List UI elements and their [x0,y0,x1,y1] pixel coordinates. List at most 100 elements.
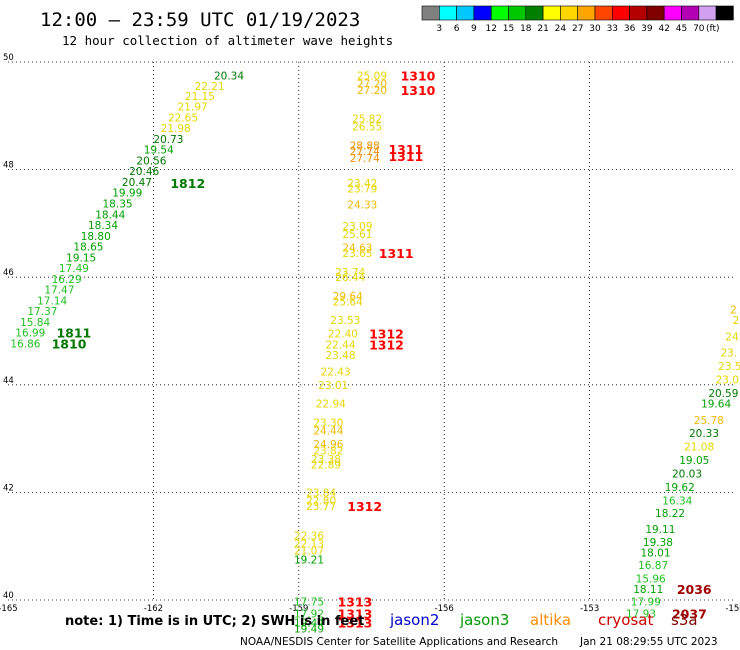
y-tick-label: 48 [3,161,14,171]
pass-number-label: 2036 [677,582,712,597]
colorbar-tick: 27 [572,24,583,34]
wave-height-value: 22.43 [321,366,351,378]
wave-height-value: 17.92 [294,608,324,620]
wave-height-value: 24.96 [313,439,343,451]
wave-height-value: 23.74 [335,267,365,279]
colorbar-tick: 21 [537,24,548,34]
y-tick-label: 50 [3,53,14,63]
colorbar-tick: 6 [454,24,460,34]
wave-height-value: 26.44 [335,272,365,284]
wave-height-value: 18.11 [633,584,663,596]
wave-height-value: 22.13 [294,539,324,551]
pass-number-label: 2037 [672,606,707,621]
timestamp-text: Jan 21 08:29:55 UTC 2023 [579,636,718,648]
plot-area: -165 -162 -159 -156 -153 -150 40 42 44 46 48 50 20… [0,53,740,636]
pass-number-label: 1311 [379,246,414,261]
y-tick-label: 44 [3,376,14,386]
pass-number-label: 1812 [170,176,205,191]
x-tick-label: -156 [435,604,454,614]
wave-height-value: 16.87 [638,560,668,572]
wave-height-value: 19.54 [144,145,174,157]
wave-height-value: 20.03 [672,469,702,481]
wave-height-value: 19.05 [679,455,709,467]
wave-height-value: 22.94 [316,399,346,411]
wave-height-value: 23.53 [330,315,360,327]
pass-number-label: 1811 [56,326,91,341]
wave-height-value: 22.44 [325,339,355,351]
colorbar-tick: 15 [503,24,514,34]
wave-height-value: 17.49 [59,263,89,275]
wave-height-value: 23.84 [306,487,336,499]
pass-number-label: 1312 [369,337,404,352]
colorbar-swatch [646,5,665,21]
x-axis-ticks: -165 -162 -159 -156 -153 -150 [0,604,740,614]
wave-height-value: 23. [720,348,737,360]
colorbar-swatch [629,5,648,21]
wave-height-value: 23.77 [306,501,336,513]
colorbar-swatch [421,5,440,21]
wave-height-value: 20.59 [708,388,738,400]
wave-height-value: 18.34 [88,220,118,232]
wave-height-value: 20.47 [122,177,152,189]
wave-height-value: 23.01 [318,380,348,392]
pass-number-label: 1313 [338,595,373,610]
units-note: note: 1) Time is in UTC; 2) SWH is in fe… [65,614,364,629]
chart-subtitle: 12 hour collection of altimeter wave hei… [62,33,393,48]
wave-height-value: 19.38 [643,537,673,549]
wave-height-value: 23.82 [313,445,343,457]
wave-height-value: 19.44 [294,618,324,630]
wave-height-value: 24. [725,331,740,343]
wave-height-value: 16.86 [10,338,40,350]
wave-height-value: 19.11 [645,524,675,536]
x-tick-label: -159 [289,604,308,614]
wave-height-value: 20.73 [153,134,183,146]
colorbar-tick: 36 [624,24,636,34]
data-points: 20.3422.2121.1521.9722.6521.9820.7319.54… [10,70,740,635]
wave-height-value: 21.15 [185,91,215,103]
colorbar-swatch [542,5,561,21]
colorbar-swatch [490,5,509,21]
y-tick-label: 40 [3,591,14,601]
chart-title: 12:00 – 23:59 UTC 01/19/2023 [40,9,360,31]
legend-s3a: s3a [671,611,698,629]
colorbar: 3 6 9 12 15 18 21 24 27 30 33 36 39 42 45 70 [421,5,734,34]
wave-height-value: 19.21 [294,555,324,567]
wave-height-value: 18.22 [655,508,685,520]
wave-height-value: 27.20 [357,85,387,97]
wave-height-value: 15.84 [20,317,50,329]
colorbar-tick: 3 [436,24,442,34]
wave-height-value: 20.33 [689,428,719,440]
y-axis-ticks: 40 42 44 46 48 50 [3,53,14,601]
colorbar-swatch [663,5,682,21]
wave-height-value: 23.38 [311,454,341,466]
grid [8,61,735,601]
pass-number-label: 1313 [338,606,373,621]
wave-height-value: 2 [730,304,737,316]
wave-height-value: 16.34 [662,495,692,507]
wave-height-value: 23.09 [342,221,372,233]
wave-height-value: 27.74 [350,146,380,158]
wave-height-value: 17.75 [294,597,324,609]
colorbar-tick: 12 [485,24,496,34]
wave-height-value: 23.30 [313,417,343,429]
pass-number-label: 1810 [52,336,87,351]
wave-height-value: 17.93 [626,608,656,620]
colorbar-swatch [715,5,734,21]
wave-height-value: 24.33 [347,200,377,212]
colorbar-swatch [456,5,475,21]
wave-height-value: 17.99 [631,597,661,609]
wave-height-value: 22.36 [294,530,324,542]
colorbar-tick: 42 [658,24,669,34]
wave-height-value: 21.07 [294,546,324,558]
wave-height-value: 19.64 [701,399,731,411]
colorbar-unit: (ft) [706,24,720,34]
y-tick-label: 46 [3,268,14,278]
y-tick-label: 42 [3,483,14,493]
wave-height-value: 23.42 [347,178,377,190]
colorbar-swatch [698,5,717,21]
wave-height-value: 23.0 [716,374,739,386]
wave-height-value: 17.14 [37,295,67,307]
wave-height-value: 19.49 [294,624,324,636]
pass-number-label: 1312 [369,327,404,342]
colorbar-tick: 9 [471,24,477,34]
